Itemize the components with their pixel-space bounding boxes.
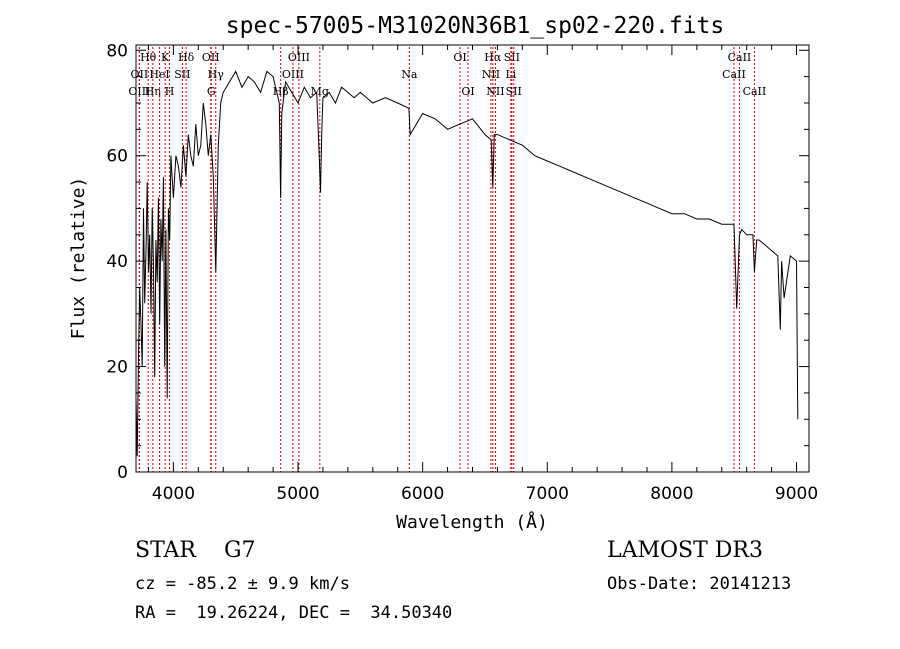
y-axis: 0 20 40 60 80 [106, 41, 809, 483]
x-tick-label-7000: 7000 [526, 484, 569, 504]
line-marker-label: Hη [145, 85, 161, 98]
line-marker-label: Hα [484, 51, 502, 64]
line-marker-label: Mg [311, 85, 329, 98]
y-tick-label-80: 80 [106, 41, 128, 61]
x-tick-label-8000: 8000 [650, 484, 693, 504]
x-axis: 4000 5000 6000 7000 8000 9000 [147, 45, 818, 504]
line-marker-label: CaII [743, 85, 767, 98]
line-marker-label: Hγ [208, 68, 225, 81]
y-tick-label-0: 0 [117, 463, 128, 483]
x-axis-label: Wavelength (Å) [396, 511, 548, 533]
y-axis-label: Flux (relative) [68, 177, 89, 340]
x-tick-label-6000: 6000 [401, 484, 444, 504]
line-marker-label: CaII [728, 51, 752, 64]
line-marker-label: K [161, 51, 170, 64]
line-marker-label: CaII [722, 68, 746, 81]
line-marker-label: Li [505, 68, 516, 81]
spectrum-line [135, 70, 799, 457]
line-marker-label: OII [131, 68, 149, 81]
plot-frame [135, 44, 810, 473]
line-marker-label: NII [486, 85, 504, 98]
line-marker-label: OIII [282, 68, 304, 81]
line-marker-label: SII [506, 85, 522, 98]
class-label: STAR [135, 538, 196, 563]
x-tick-label-9000: 9000 [775, 484, 818, 504]
line-marker-label: Hθ [140, 51, 157, 64]
line-marker-label: SII [504, 51, 520, 64]
line-marker-label: Hδ [178, 51, 195, 64]
y-tick-label-40: 40 [106, 252, 128, 272]
survey-label: LAMOST DR3 [607, 538, 763, 563]
chart-title: spec-57005-M31020N36B1_sp02-220.fits [226, 13, 725, 39]
y-tick-label-20: 20 [106, 358, 128, 378]
line-marker-label: SII [174, 68, 190, 81]
subclass-label: G7 [223, 538, 256, 563]
line-marker-label: HeI [149, 68, 169, 81]
line-marker-label: OII [202, 51, 220, 64]
x-tick-label-4000: 4000 [152, 484, 195, 504]
line-marker-label: OI [453, 51, 466, 64]
x-tick-label-5000: 5000 [276, 484, 319, 504]
redshift-readout: cz = -85.2 ± 9.9 km/s [135, 574, 350, 594]
coordinates-readout: RA = 19.26224, DEC = 34.50340 [135, 603, 453, 623]
line-marker-label: OIII [128, 85, 150, 98]
y-tick-label-60: 60 [106, 147, 128, 167]
object-class: STAR G7 [135, 538, 256, 563]
line-marker-label: OI [461, 85, 474, 98]
line-marker-label: H [165, 85, 175, 98]
line-marker-label: G [207, 85, 216, 98]
obs-date: Obs-Date: 20141213 [607, 574, 792, 594]
line-marker-label: Na [401, 68, 418, 81]
line-marker-label: OIII [288, 51, 310, 64]
line-marker-label: NII [482, 68, 500, 81]
